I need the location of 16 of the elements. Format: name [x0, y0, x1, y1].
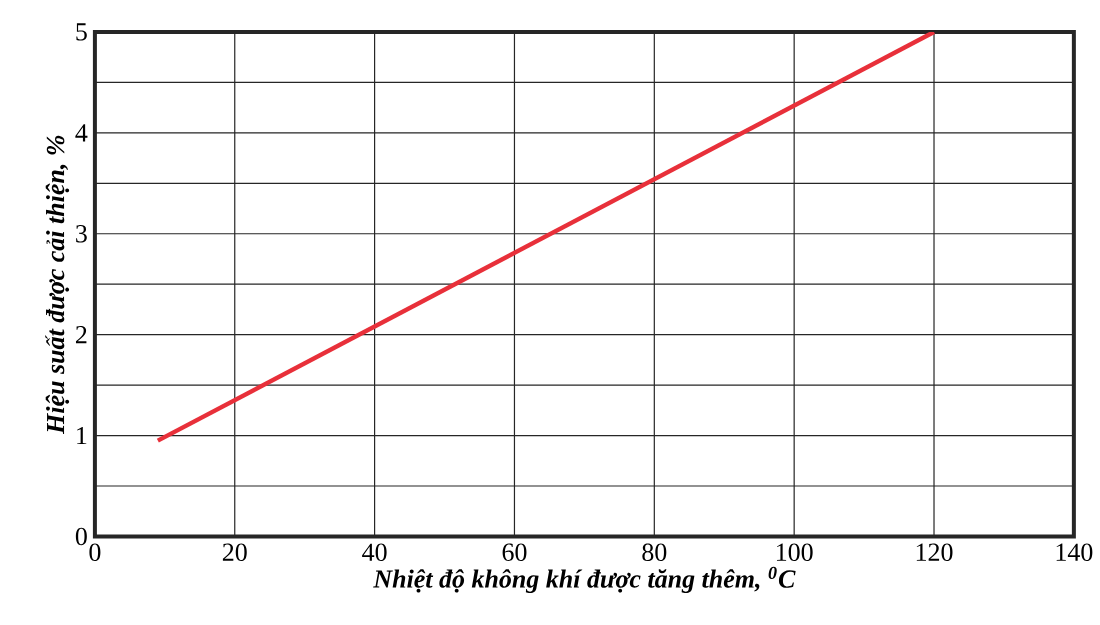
x-tick-label: 20	[222, 543, 247, 561]
x-tick-label: 80	[642, 543, 667, 561]
y-tick-label: 4	[75, 124, 88, 142]
x-tick-label: 40	[362, 543, 387, 561]
x-tick-label: 0	[89, 543, 101, 561]
x-axis-title: Nhiệt độ không khí được tăng thêm, $^{0}$C	[373, 566, 796, 593]
x-tick-label: 140	[1056, 543, 1093, 561]
x-tick-label: 120	[916, 543, 953, 561]
y-tick-label: 3	[76, 224, 87, 243]
y-tick-label: 2	[75, 325, 87, 344]
x-tick-label: 60	[502, 543, 527, 561]
y-tick-label: 0	[75, 527, 87, 546]
y-tick-label: 5	[76, 23, 87, 41]
y-tick-label: 1	[77, 426, 87, 444]
y-axis-title: Hiệu suất được cải thiện, %	[45, 135, 70, 434]
x-tick-label: 100	[776, 543, 813, 561]
